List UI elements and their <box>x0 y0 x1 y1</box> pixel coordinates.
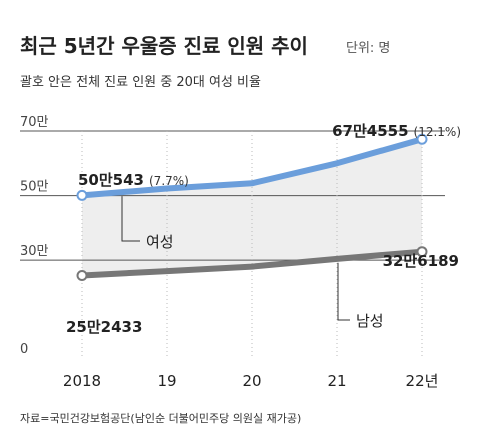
series-name-female: 여성 <box>146 233 174 251</box>
x-tick-label: 21 <box>327 372 346 390</box>
x-tick-label: 19 <box>157 372 176 390</box>
y-tick-label: 70만 <box>20 115 49 130</box>
x-tick-label: 2018 <box>63 372 101 390</box>
series-line-male <box>79 248 425 279</box>
data-point-marker <box>416 246 428 258</box>
leader-line-female <box>121 196 140 242</box>
source-note: 자료=국민건강보험공단(남인순 더불어민주당 의원실 재가공) <box>20 412 301 425</box>
data-point-marker <box>76 189 88 201</box>
y-tick-label: 30만 <box>20 244 49 259</box>
series-line-female <box>79 136 425 199</box>
x-tick-label: 20 <box>242 372 261 390</box>
data-label-male-start: 25만2433 <box>66 318 142 336</box>
y-tick-label: 50만 <box>20 180 49 195</box>
leader-line-male <box>337 262 350 321</box>
chart-subtitle: 괄호 안은 전체 진료 인원 중 20대 여성 비율 <box>20 75 261 90</box>
chart-title: 최근 5년간 우울증 진료 인원 추이 <box>20 34 308 58</box>
data-label-male-end: 32만6189 <box>383 252 459 270</box>
data-point-marker <box>76 270 88 282</box>
year-guides <box>81 131 423 357</box>
axis-ticks: 70만 50만 30만 0 2018 19 20 21 22년 <box>20 115 438 390</box>
series-name-male: 남성 <box>356 312 384 330</box>
data-point-marker <box>416 133 428 145</box>
series-lines <box>76 133 428 282</box>
data-label-female-start: 50만543 (7.7%) <box>78 171 189 189</box>
data-label-female-end: 67만4555 (12.1%) <box>332 122 461 140</box>
unit-label: 단위: 명 <box>346 41 390 56</box>
y-tick-label: 0 <box>20 342 28 357</box>
x-tick-label: 22년 <box>406 372 439 390</box>
